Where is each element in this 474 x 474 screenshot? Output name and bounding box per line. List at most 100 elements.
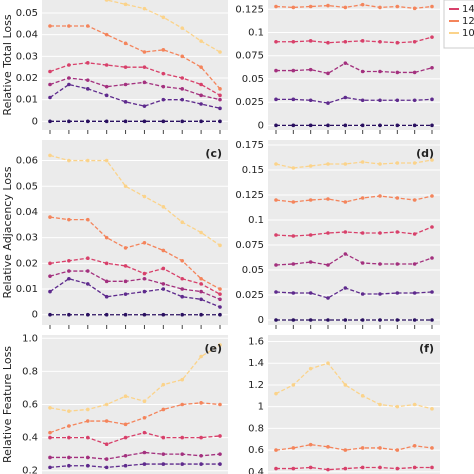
y-tick-label: 0.1	[248, 215, 264, 226]
point	[343, 200, 348, 204]
point	[67, 455, 71, 460]
point	[180, 54, 185, 59]
point	[142, 65, 147, 69]
point	[123, 435, 128, 440]
point	[378, 318, 382, 322]
point	[67, 63, 71, 67]
point	[291, 39, 296, 44]
point	[67, 82, 71, 87]
point	[274, 391, 278, 396]
y-tick-label: 0.075	[235, 51, 264, 62]
point	[378, 5, 382, 10]
point	[308, 98, 313, 103]
point	[48, 69, 52, 74]
point	[48, 274, 52, 278]
point	[85, 87, 90, 91]
point	[326, 361, 330, 366]
point	[412, 318, 417, 322]
point	[142, 6, 147, 11]
point	[360, 394, 365, 398]
point	[308, 233, 313, 237]
line	[275, 195, 433, 203]
point	[412, 6, 417, 11]
point	[360, 465, 365, 470]
point	[142, 50, 147, 54]
point	[360, 261, 365, 265]
series-group	[274, 361, 434, 472]
y-tick-label: 0.05	[242, 265, 264, 276]
line	[50, 451, 221, 460]
point	[360, 123, 365, 128]
point	[412, 123, 417, 128]
point	[48, 95, 52, 100]
point	[343, 230, 348, 234]
point	[360, 2, 365, 7]
point	[104, 0, 109, 2]
point	[218, 287, 222, 291]
point	[412, 402, 417, 407]
point	[104, 32, 109, 37]
y-tick-label: 0.4	[248, 467, 264, 474]
point	[395, 448, 400, 452]
point	[85, 78, 90, 82]
point	[395, 404, 400, 409]
point	[378, 162, 382, 166]
point	[430, 194, 434, 198]
point	[161, 15, 166, 20]
point	[85, 217, 90, 222]
point	[104, 279, 109, 284]
y-tick-label: 0.03	[16, 233, 38, 244]
point	[67, 269, 71, 273]
point	[85, 158, 90, 163]
point	[104, 312, 109, 317]
point	[123, 65, 128, 69]
point	[274, 123, 278, 128]
point	[180, 377, 185, 382]
point	[199, 312, 203, 317]
point	[48, 430, 52, 435]
point	[161, 205, 166, 209]
point	[326, 40, 330, 45]
line	[103, 0, 221, 53]
point	[48, 406, 52, 410]
point	[104, 235, 109, 240]
line	[275, 444, 433, 451]
point	[218, 50, 222, 54]
point	[395, 161, 400, 165]
point	[343, 448, 348, 452]
point	[308, 123, 313, 128]
point	[430, 407, 434, 411]
point	[48, 289, 52, 294]
point	[218, 312, 222, 317]
point	[430, 97, 434, 102]
point	[218, 297, 222, 302]
point	[199, 230, 203, 235]
point	[378, 194, 382, 198]
line	[49, 463, 220, 469]
point	[412, 198, 417, 202]
point	[308, 4, 313, 9]
y-tick-label: 0.04	[16, 30, 38, 41]
point	[430, 318, 434, 322]
point	[326, 296, 330, 300]
point	[378, 446, 382, 450]
series-group	[48, 343, 222, 470]
y-tick-label: 0.025	[235, 97, 264, 108]
point	[308, 291, 313, 295]
point	[104, 261, 109, 266]
line	[49, 270, 221, 300]
point	[360, 292, 365, 296]
point	[142, 450, 147, 455]
point	[378, 402, 382, 407]
point	[180, 435, 185, 440]
point	[395, 4, 400, 9]
point	[161, 462, 166, 466]
point	[123, 422, 128, 427]
point	[85, 463, 90, 468]
point	[85, 419, 90, 423]
point	[199, 289, 203, 294]
point	[218, 462, 222, 466]
y-tick-label: 0.05	[16, 8, 38, 19]
point	[326, 123, 330, 128]
point	[343, 5, 348, 10]
